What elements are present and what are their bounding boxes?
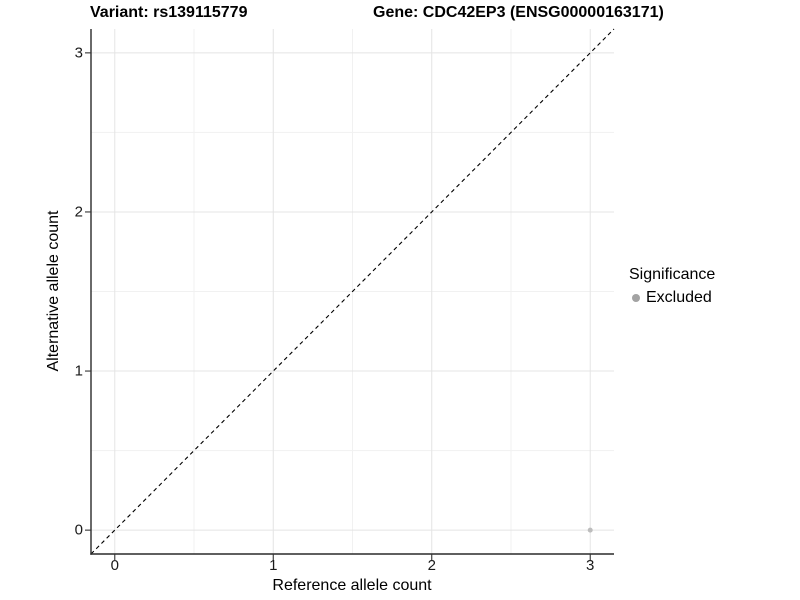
y-tick-label: 0	[74, 521, 83, 539]
y-tick-label: 3	[74, 44, 83, 62]
legend-item-label: Excluded	[646, 289, 712, 306]
legend-title: Significance	[629, 266, 716, 283]
legend-item: Excluded	[629, 288, 715, 307]
legend-items: Excluded	[629, 288, 715, 307]
y-tick-label: 1	[74, 362, 83, 380]
plot-title-variant: Variant: rs139115779	[90, 4, 248, 21]
x-tick-label: 1	[269, 557, 278, 574]
y-tick-label: 2	[74, 203, 83, 221]
x-axis-title: Reference allele count	[272, 577, 432, 594]
y-axis-title: Alternative allele count	[45, 210, 62, 372]
legend-key-dot-icon	[632, 293, 640, 302]
identity-reference-line	[90, 28, 615, 555]
x-tick-label: 3	[586, 557, 595, 574]
data-point	[587, 527, 593, 533]
plot-title-gene: Gene: CDC42EP3 (ENSG00000163171)	[373, 4, 664, 21]
x-tick-label: 2	[427, 557, 436, 574]
legend: Significance Excluded	[629, 265, 715, 307]
x-tick-label: 0	[110, 557, 119, 574]
